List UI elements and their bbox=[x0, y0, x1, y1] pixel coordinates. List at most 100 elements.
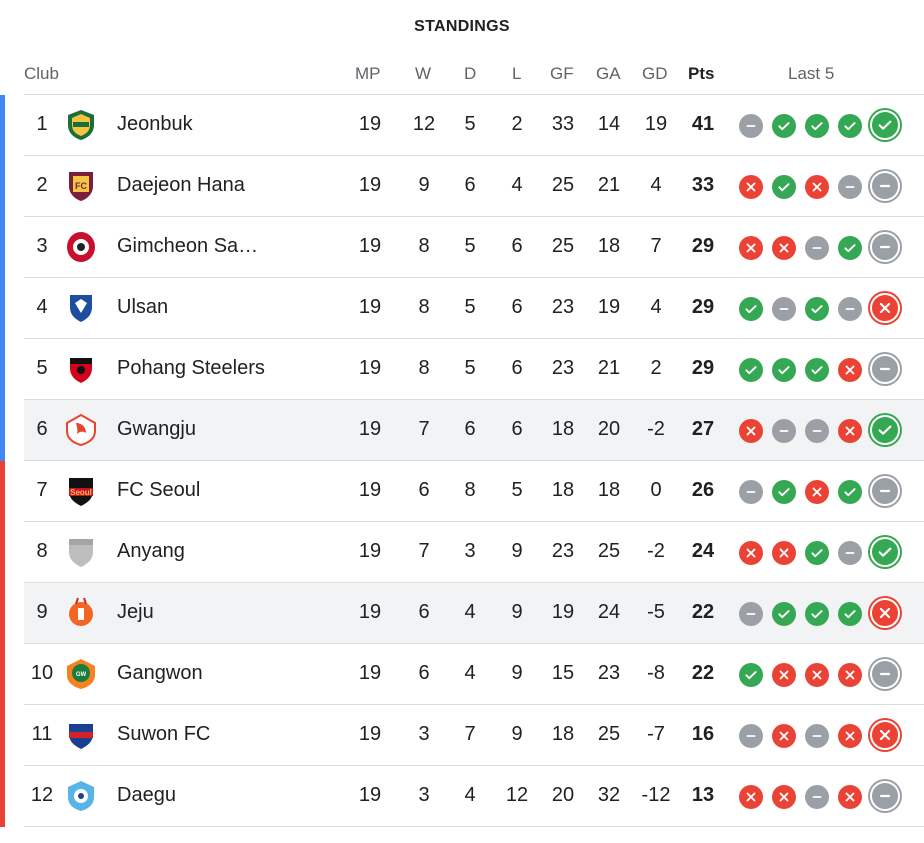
club-name: Gimcheon Sa… bbox=[117, 235, 259, 257]
loss-x-icon[interactable] bbox=[805, 663, 829, 687]
loss-x-icon[interactable] bbox=[838, 724, 862, 748]
draw-minus-icon[interactable] bbox=[870, 659, 900, 689]
goal-difference-cell: 4 bbox=[650, 296, 662, 318]
daegu-logo bbox=[64, 779, 98, 813]
loss-x-icon[interactable] bbox=[772, 541, 796, 565]
win-check-icon[interactable] bbox=[805, 297, 829, 321]
position-cell: 4 bbox=[36, 296, 48, 318]
header-d[interactable]: D bbox=[464, 64, 477, 83]
win-check-icon[interactable] bbox=[805, 114, 829, 138]
header-w[interactable]: W bbox=[415, 64, 432, 83]
draw-minus-icon[interactable] bbox=[838, 297, 862, 321]
club-name: Jeonbuk bbox=[117, 113, 193, 135]
draw-minus-icon[interactable] bbox=[739, 602, 763, 626]
loss-x-icon[interactable] bbox=[805, 175, 829, 199]
draw-minus-icon[interactable] bbox=[870, 781, 900, 811]
draw-minus-icon[interactable] bbox=[739, 480, 763, 504]
header-pts[interactable]: Pts bbox=[688, 64, 715, 83]
draw-minus-icon[interactable] bbox=[805, 419, 829, 443]
win-check-icon[interactable] bbox=[838, 480, 862, 504]
wins-cell: 9 bbox=[418, 174, 430, 196]
loss-x-icon[interactable] bbox=[772, 785, 796, 809]
win-check-icon[interactable] bbox=[772, 114, 796, 138]
draw-minus-icon[interactable] bbox=[805, 724, 829, 748]
losses-cell: 6 bbox=[511, 235, 523, 257]
draw-minus-icon[interactable] bbox=[838, 541, 862, 565]
table-row[interactable]: 5 Pohang Steelers 19 8 5 6 23 21 2 29 bbox=[0, 339, 924, 400]
draw-minus-icon[interactable] bbox=[870, 476, 900, 506]
loss-x-icon[interactable] bbox=[739, 175, 763, 199]
win-check-icon[interactable] bbox=[772, 358, 796, 382]
loss-x-icon[interactable] bbox=[772, 724, 796, 748]
draw-minus-icon[interactable] bbox=[772, 419, 796, 443]
loss-x-icon[interactable] bbox=[870, 720, 900, 750]
loss-x-icon[interactable] bbox=[838, 785, 862, 809]
loss-x-icon[interactable] bbox=[739, 541, 763, 565]
draws-cell: 5 bbox=[464, 357, 476, 379]
header-gf[interactable]: GF bbox=[550, 64, 574, 83]
win-check-icon[interactable] bbox=[838, 114, 862, 138]
draw-minus-icon[interactable] bbox=[870, 171, 900, 201]
win-check-icon[interactable] bbox=[805, 541, 829, 565]
table-row[interactable]: 11 Suwon FC 19 3 7 9 18 25 -7 16 bbox=[0, 705, 924, 766]
loss-x-icon[interactable] bbox=[805, 480, 829, 504]
draw-minus-icon[interactable] bbox=[838, 175, 862, 199]
win-check-icon[interactable] bbox=[805, 358, 829, 382]
table-row[interactable]: 3 Gimcheon Sa… 19 8 5 6 25 18 7 29 bbox=[0, 217, 924, 278]
table-row[interactable]: 1 Jeonbuk 19 12 5 2 33 14 19 41 bbox=[0, 95, 924, 156]
table-row[interactable]: 12 Daegu 19 3 4 12 20 32 -12 13 bbox=[0, 766, 924, 827]
matches-played-cell: 19 bbox=[358, 601, 382, 623]
table-header: Club MP W D L GF GA GD Pts Last 5 bbox=[24, 58, 924, 95]
table-row[interactable]: FC 2 Daejeon Hana 19 9 6 4 25 21 4 33 bbox=[0, 156, 924, 217]
win-check-icon[interactable] bbox=[772, 175, 796, 199]
loss-x-icon[interactable] bbox=[772, 663, 796, 687]
table-row[interactable]: Seoul 7 FC Seoul 19 6 8 5 18 18 0 26 bbox=[0, 461, 924, 522]
table-row[interactable]: 8 Anyang 19 7 3 9 23 25 -2 24 bbox=[0, 522, 924, 583]
loss-x-icon[interactable] bbox=[838, 663, 862, 687]
points-cell: 29 bbox=[691, 235, 715, 257]
points-cell: 41 bbox=[691, 113, 715, 135]
draw-minus-icon[interactable] bbox=[870, 232, 900, 262]
loss-x-icon[interactable] bbox=[772, 236, 796, 260]
position-cell: 12 bbox=[30, 784, 54, 806]
points-cell: 16 bbox=[691, 723, 715, 745]
win-check-icon[interactable] bbox=[739, 358, 763, 382]
draw-minus-icon[interactable] bbox=[805, 236, 829, 260]
table-row[interactable]: 6 Gwangju 19 7 6 6 18 20 -2 27 bbox=[0, 400, 924, 461]
header-club[interactable]: Club bbox=[24, 64, 59, 83]
losses-cell: 2 bbox=[511, 113, 523, 135]
loss-x-icon[interactable] bbox=[739, 785, 763, 809]
table-row[interactable]: GW 10 Gangwon 19 6 4 9 15 23 -8 22 bbox=[0, 644, 924, 705]
win-check-icon[interactable] bbox=[772, 480, 796, 504]
draw-minus-icon[interactable] bbox=[772, 297, 796, 321]
win-check-icon[interactable] bbox=[870, 415, 900, 445]
loss-x-icon[interactable] bbox=[870, 293, 900, 323]
win-check-icon[interactable] bbox=[739, 663, 763, 687]
win-check-icon[interactable] bbox=[805, 602, 829, 626]
win-check-icon[interactable] bbox=[772, 602, 796, 626]
win-check-icon[interactable] bbox=[870, 537, 900, 567]
table-row[interactable]: 4 Ulsan 19 8 5 6 23 19 4 29 bbox=[0, 278, 924, 339]
win-check-icon[interactable] bbox=[838, 602, 862, 626]
draws-cell: 4 bbox=[464, 601, 476, 623]
header-mp[interactable]: MP bbox=[355, 64, 381, 83]
loss-x-icon[interactable] bbox=[739, 236, 763, 260]
loss-x-icon[interactable] bbox=[838, 358, 862, 382]
header-gd[interactable]: GD bbox=[642, 64, 668, 83]
losses-cell: 9 bbox=[511, 601, 523, 623]
loss-x-icon[interactable] bbox=[739, 419, 763, 443]
draw-minus-icon[interactable] bbox=[870, 354, 900, 384]
win-check-icon[interactable] bbox=[838, 236, 862, 260]
draw-minus-icon[interactable] bbox=[739, 724, 763, 748]
position-cell: 11 bbox=[31, 723, 53, 745]
win-check-icon[interactable] bbox=[870, 110, 900, 140]
win-check-icon[interactable] bbox=[739, 297, 763, 321]
table-row[interactable]: 9 Jeju 19 6 4 9 19 24 -5 22 bbox=[0, 583, 924, 644]
draw-minus-icon[interactable] bbox=[739, 114, 763, 138]
position-cell: 10 bbox=[30, 662, 54, 684]
loss-x-icon[interactable] bbox=[870, 598, 900, 628]
header-ga[interactable]: GA bbox=[596, 64, 621, 83]
draw-minus-icon[interactable] bbox=[805, 785, 829, 809]
loss-x-icon[interactable] bbox=[838, 419, 862, 443]
header-l[interactable]: L bbox=[512, 64, 522, 83]
